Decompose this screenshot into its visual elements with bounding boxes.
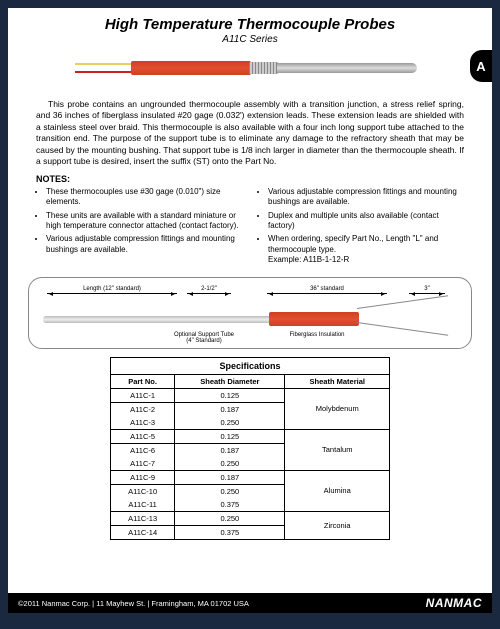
cell-part-no: A11C-2 [111, 402, 175, 416]
page-title: High Temperature Thermocouple Probes [8, 16, 492, 33]
col-part-no: Part No. [111, 374, 175, 388]
note-item: These units are available with a standar… [46, 211, 242, 232]
cell-material: Zirconia [285, 511, 390, 539]
lead-wire-yellow [75, 63, 133, 65]
cell-part-no: A11C-11 [111, 498, 175, 512]
diagram-note-fiberglass: Fiberglass Insulation [277, 332, 357, 338]
table-row: A11C-50.125Tantalum [111, 429, 390, 443]
product-illustration [75, 57, 425, 89]
note-item: When ordering, specify Part No., Length … [268, 234, 464, 265]
stress-relief-spring [249, 62, 279, 74]
nanmac-logo: NANMAC [426, 596, 482, 610]
table-row: A11C-130.250Zirconia [111, 511, 390, 525]
fiberglass-sleeve [131, 61, 251, 75]
table-row: A11C-90.187Alumina [111, 470, 390, 484]
cell-diameter: 0.375 [175, 498, 285, 512]
cell-diameter: 0.187 [175, 470, 285, 484]
dimension-standard: 36" standard [267, 286, 387, 294]
probe-sheath [277, 63, 417, 73]
notes-section: NOTES: These thermocouples use #30 gage … [8, 168, 492, 269]
dimension-mid: 2-1/2" [187, 286, 231, 294]
description-paragraph: This probe contains an ungrounded thermo… [8, 99, 492, 168]
page-header: High Temperature Thermocouple Probes A11… [8, 8, 492, 49]
cell-diameter: 0.187 [175, 402, 285, 416]
cell-diameter: 0.375 [175, 525, 285, 539]
lead-wire-red [75, 71, 133, 73]
spec-table-title: Specifications [110, 357, 390, 374]
page-subtitle: A11C Series [8, 34, 492, 45]
cell-part-no: A11C-7 [111, 457, 175, 471]
notes-heading: NOTES: [36, 174, 464, 184]
catalog-page: High Temperature Thermocouple Probes A11… [8, 8, 492, 613]
col-sheath-material: Sheath Material [285, 374, 390, 388]
cell-material: Molybdenum [285, 388, 390, 429]
diagram-fiberglass-body [269, 312, 359, 326]
cell-part-no: A11C-13 [111, 511, 175, 525]
dimension-end: 3" [409, 286, 445, 294]
cell-diameter: 0.187 [175, 443, 285, 457]
note-item: Various adjustable compression fittings … [268, 187, 464, 208]
dimensional-diagram: Length (12" standard) 2-1/2" 36" standar… [28, 277, 472, 349]
page-footer: ©2011 Nanmac Corp. | 11 Mayhew St. | Fra… [8, 593, 492, 613]
col-sheath-diameter: Sheath Diameter [175, 374, 285, 388]
copyright-text: ©2011 Nanmac Corp. | 11 Mayhew St. | Fra… [18, 599, 426, 608]
cell-part-no: A11C-3 [111, 416, 175, 430]
dimension-length: Length (12" standard) [47, 286, 177, 294]
cell-part-no: A11C-5 [111, 429, 175, 443]
diagram-note-tube: Optional Support Tube (4" Standard) [159, 332, 249, 344]
cell-part-no: A11C-9 [111, 470, 175, 484]
specifications-table-wrapper: Specifications Part No. Sheath Diameter … [110, 357, 390, 540]
cell-diameter: 0.125 [175, 388, 285, 402]
specifications-table: Part No. Sheath Diameter Sheath Material… [110, 374, 390, 540]
cell-part-no: A11C-10 [111, 484, 175, 498]
cell-part-no: A11C-1 [111, 388, 175, 402]
notes-left-column: These thermocouples use #30 gage (0.010"… [36, 187, 242, 269]
diagram-lead-wire [357, 295, 448, 309]
cell-diameter: 0.250 [175, 416, 285, 430]
cell-material: Tantalum [285, 429, 390, 470]
cell-diameter: 0.125 [175, 429, 285, 443]
table-row: A11C-10.125Molybdenum [111, 388, 390, 402]
notes-right-column: Various adjustable compression fittings … [258, 187, 464, 269]
cell-diameter: 0.250 [175, 484, 285, 498]
cell-part-no: A11C-14 [111, 525, 175, 539]
cell-material: Alumina [285, 470, 390, 511]
table-header-row: Part No. Sheath Diameter Sheath Material [111, 374, 390, 388]
cell-diameter: 0.250 [175, 457, 285, 471]
cell-diameter: 0.250 [175, 511, 285, 525]
section-tab: A [470, 50, 492, 82]
note-item: These thermocouples use #30 gage (0.010"… [46, 187, 242, 208]
diagram-lead-wire [357, 322, 448, 336]
note-item: Duplex and multiple units also available… [268, 211, 464, 232]
diagram-probe-sheath [43, 316, 271, 323]
note-item: Various adjustable compression fittings … [46, 234, 242, 255]
cell-part-no: A11C-6 [111, 443, 175, 457]
